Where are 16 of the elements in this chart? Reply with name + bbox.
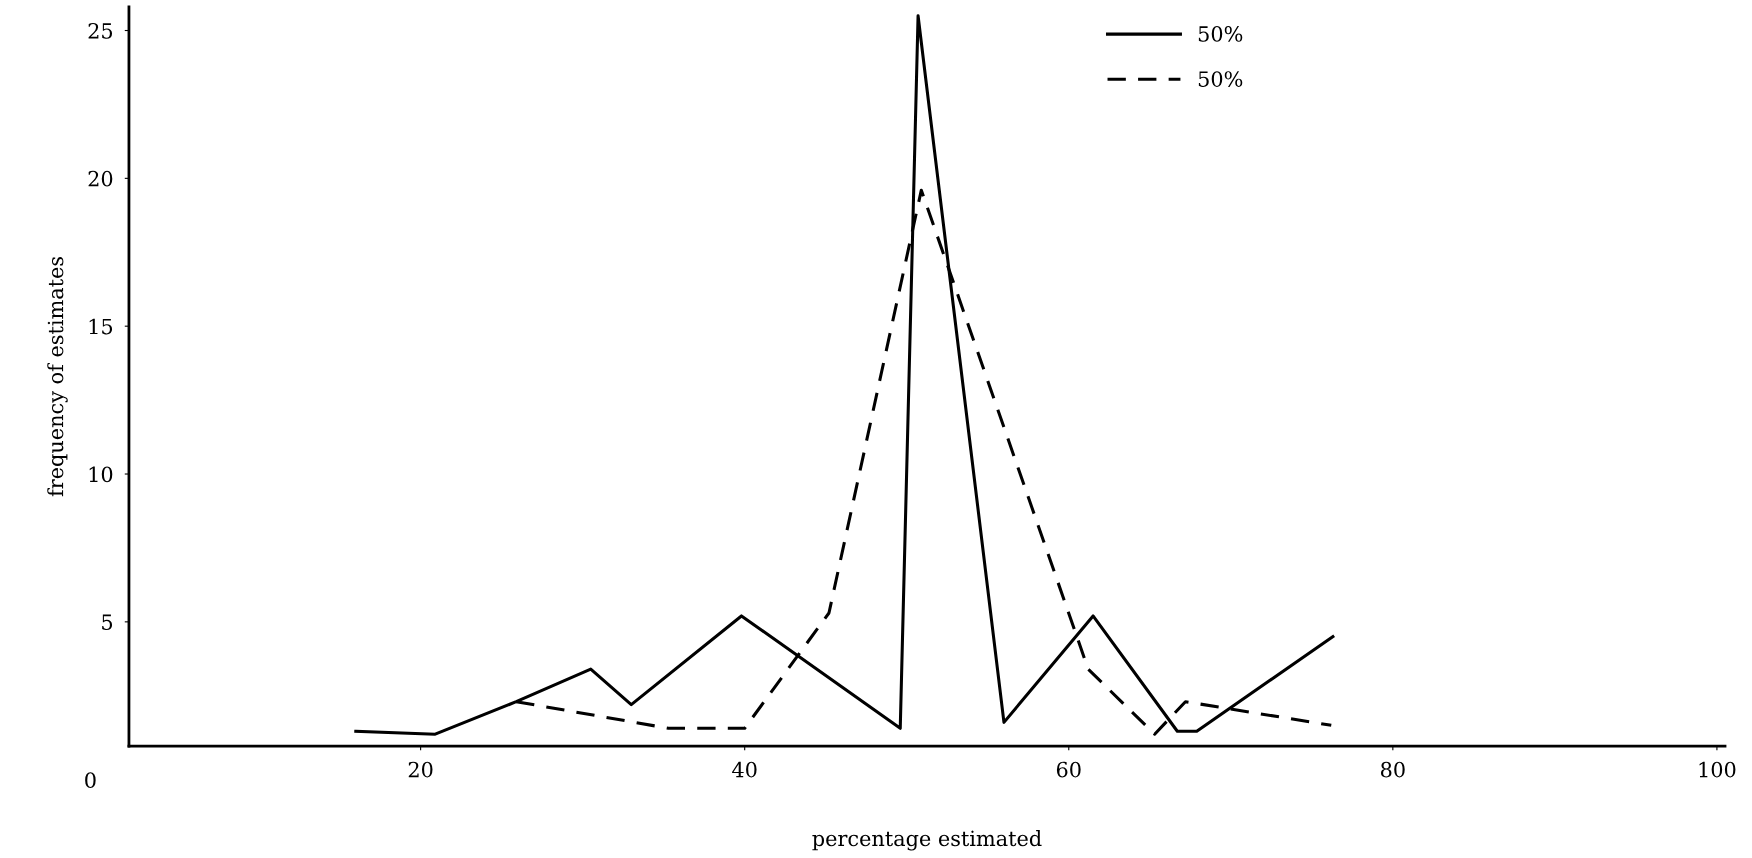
x-tick-label: 40 bbox=[732, 761, 757, 778]
y-tick-label: 15 bbox=[89, 318, 113, 335]
y-tick-label: 25 bbox=[88, 22, 113, 39]
x-tick-label: 80 bbox=[1380, 761, 1405, 778]
legend-label: 50% bbox=[1198, 71, 1243, 87]
y-tick-label: 20 bbox=[88, 170, 113, 187]
x-tick-label: 20 bbox=[408, 761, 433, 778]
x-tick-label: 100 bbox=[1699, 761, 1736, 778]
legend-label: 50% bbox=[1198, 25, 1243, 42]
y-axis-title: frequency of estimates bbox=[47, 256, 68, 497]
y-tick-label: 10 bbox=[89, 466, 113, 483]
text: 0 bbox=[85, 772, 96, 789]
x-axis-title: percentage estimated bbox=[812, 830, 1042, 851]
y-tick-label: 5 bbox=[102, 614, 113, 631]
x-tick-label: 60 bbox=[1056, 761, 1081, 778]
line-series bbox=[354, 14, 1335, 736]
